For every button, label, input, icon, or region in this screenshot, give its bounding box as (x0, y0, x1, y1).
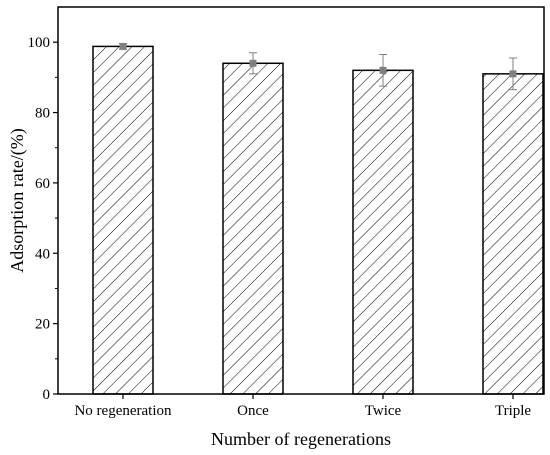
bar-3 (482, 73, 544, 395)
y-tick-label-4: 80 (35, 106, 50, 122)
y-axis-title: Adsorption rate/(%) (7, 128, 28, 272)
x-tick-label-2: Twice (365, 403, 402, 419)
error-bar-0 (119, 42, 127, 50)
mean-marker-2 (379, 66, 387, 74)
bar-1 (222, 62, 284, 395)
plot-frame (57, 6, 545, 395)
error-bar-2 (379, 53, 387, 87)
mean-marker-1 (249, 59, 257, 67)
y-tick-label-5: 100 (28, 35, 51, 51)
x-tick-label-3: Triple (495, 403, 531, 419)
y-tick-label-1: 20 (35, 317, 50, 333)
y-tick-label-2: 40 (35, 246, 50, 262)
error-bar-1 (249, 52, 257, 75)
bar-0 (92, 45, 154, 395)
y-tick-label-0: 0 (43, 387, 51, 403)
error-bar-3 (509, 57, 517, 91)
x-axis-title: Number of regenerations (211, 429, 391, 449)
y-tick-label-3: 60 (35, 176, 50, 192)
mean-marker-0 (119, 42, 127, 50)
x-tick-label-1: Once (237, 403, 269, 419)
bars-layer (92, 45, 544, 395)
mean-marker-3 (509, 70, 517, 78)
ticks-layer: No regeneration Once Twice Triple 0 20 40 60 80 1… (28, 35, 532, 419)
bar-2 (352, 69, 414, 395)
x-tick-label-0: No regeneration (74, 403, 172, 419)
error-bars-layer (119, 42, 517, 91)
